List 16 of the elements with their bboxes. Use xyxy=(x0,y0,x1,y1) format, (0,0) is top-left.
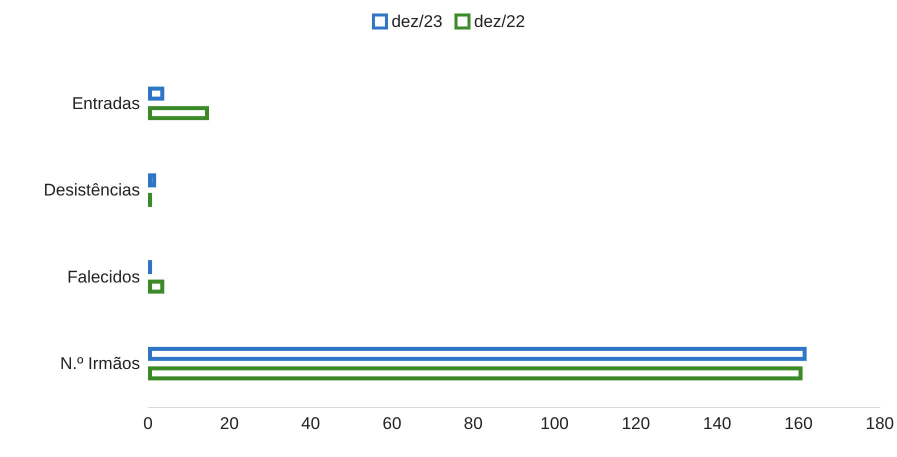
x-tick-label: 40 xyxy=(301,414,320,433)
x-tick-label: 120 xyxy=(622,414,650,433)
x-tick-label: 100 xyxy=(540,414,569,433)
x-tick-label: 0 xyxy=(143,414,153,433)
x-tick-label: 140 xyxy=(703,414,732,433)
x-tick-label: 160 xyxy=(784,414,813,433)
legend-label: dez/23 xyxy=(391,12,443,31)
x-tick-label: 20 xyxy=(220,414,239,433)
y-tick-label: Entradas xyxy=(72,94,140,113)
x-tick-label: 60 xyxy=(382,414,402,433)
legend-label: dez/22 xyxy=(474,12,526,31)
x-tick-label: 180 xyxy=(866,414,894,433)
x-tick-label: 80 xyxy=(464,414,483,433)
y-tick-label: Desistências xyxy=(44,180,140,200)
y-tick-label: Falecidos xyxy=(67,267,140,286)
y-tick-label: N.º Irmãos xyxy=(60,354,140,374)
